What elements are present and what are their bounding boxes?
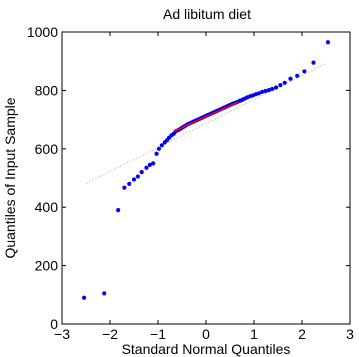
data-point xyxy=(270,86,275,92)
data-point xyxy=(273,85,279,90)
data-point xyxy=(154,151,159,156)
plot-frame xyxy=(61,31,351,325)
data-point xyxy=(127,181,132,186)
x-tick-label: −2 xyxy=(102,326,118,342)
data-point xyxy=(256,91,261,96)
data-point xyxy=(260,89,265,94)
x-tick-label: 2 xyxy=(298,326,306,342)
reference-line-layer xyxy=(85,62,327,185)
data-point xyxy=(102,291,107,296)
x-tick-label: −3 xyxy=(54,326,70,342)
fit-segment-layer xyxy=(173,101,239,132)
data-points-layer xyxy=(81,40,331,300)
data-point xyxy=(288,76,293,81)
y-tick-label: 800 xyxy=(35,82,59,98)
data-point xyxy=(116,208,121,213)
y-axis-label: Quantiles of Input Sample xyxy=(2,97,18,258)
data-point xyxy=(147,162,152,167)
y-tick-label: 400 xyxy=(35,199,59,215)
x-tick-label: 1 xyxy=(250,326,258,342)
data-point xyxy=(81,295,87,300)
data-point xyxy=(282,80,287,85)
data-point xyxy=(144,165,149,170)
reference-line xyxy=(85,62,327,185)
x-axis-ticks: −3 −2 −1 0 1 2 3 xyxy=(54,32,354,342)
data-point xyxy=(263,88,268,94)
data-point xyxy=(122,185,127,190)
data-point xyxy=(278,83,283,88)
data-point xyxy=(156,146,162,151)
y-tick-label: 200 xyxy=(35,258,59,274)
data-point xyxy=(131,177,137,182)
data-point xyxy=(325,40,331,45)
data-point xyxy=(139,170,144,175)
y-tick-label: 0 xyxy=(50,316,58,332)
chart-title: Ad libitum diet xyxy=(163,6,251,22)
x-tick-label: 0 xyxy=(202,326,210,342)
fit-segment-line xyxy=(173,101,239,132)
data-point xyxy=(159,143,164,148)
y-tick-label: 1000 xyxy=(27,24,58,40)
data-point xyxy=(266,88,271,93)
data-point xyxy=(311,60,316,65)
data-point xyxy=(151,161,156,166)
y-axis-ticks: 0 200 400 600 800 1000 xyxy=(27,24,350,332)
x-axis-label: Standard Normal Quantiles xyxy=(122,341,291,357)
data-point xyxy=(135,174,140,179)
y-tick-label: 600 xyxy=(35,141,59,157)
x-tick-label: −1 xyxy=(150,326,166,342)
data-point xyxy=(295,73,300,78)
data-point xyxy=(302,69,307,74)
x-tick-label: 3 xyxy=(346,326,354,342)
